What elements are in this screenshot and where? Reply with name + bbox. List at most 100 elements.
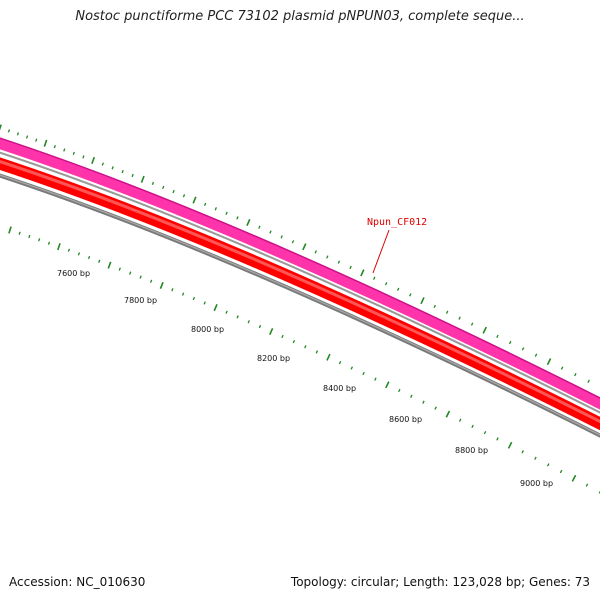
minor-tick — [559, 469, 563, 474]
minor-tick — [314, 250, 317, 254]
minor-tick — [87, 255, 91, 260]
minor-tick — [225, 310, 228, 314]
minor-tick — [121, 169, 124, 174]
minor-tick — [35, 138, 38, 142]
minor-tick — [16, 132, 20, 136]
minor-tick — [118, 267, 121, 271]
gene-feature-band[interactable] — [0, 137, 600, 410]
minor-tick — [349, 265, 352, 270]
minor-tick — [521, 347, 525, 351]
major-tick — [56, 243, 61, 251]
major-tick — [140, 175, 145, 183]
minor-tick — [129, 271, 132, 275]
minor-tick — [496, 334, 499, 338]
minor-tick — [445, 310, 449, 314]
minor-tick — [304, 345, 307, 349]
major-tick — [246, 218, 251, 227]
minor-tick — [225, 211, 228, 215]
minor-tick — [111, 166, 114, 170]
minor-tick — [7, 129, 11, 133]
minor-tick — [508, 340, 512, 345]
major-tick — [8, 226, 12, 234]
minor-tick — [292, 339, 296, 344]
bp-label: 8400 bp — [323, 384, 356, 393]
minor-tick — [560, 366, 564, 370]
minor-tick — [214, 207, 217, 211]
minor-tick — [521, 450, 524, 454]
gene-label-npun-cf012[interactable]: Npun_CF012 — [367, 217, 427, 228]
minor-tick — [98, 259, 101, 263]
minor-tick — [338, 360, 342, 365]
minor-tick — [67, 248, 71, 252]
minor-tick — [236, 315, 239, 319]
minor-tick — [182, 194, 186, 198]
cds-feature-band[interactable] — [0, 157, 600, 431]
minor-tick — [247, 320, 250, 324]
minor-tick — [410, 394, 413, 398]
minor-tick — [434, 406, 437, 410]
minor-tick — [315, 350, 319, 354]
major-tick — [326, 353, 331, 361]
major-tick — [445, 410, 451, 418]
minor-tick — [171, 288, 174, 292]
minor-tick — [396, 287, 400, 291]
minor-tick — [172, 189, 175, 194]
major-tick — [385, 381, 390, 389]
minor-tick — [574, 373, 577, 377]
bp-label: 8800 bp — [455, 446, 488, 455]
accession-text: Accession: NC_010630 — [9, 575, 146, 589]
minor-tick — [203, 202, 207, 207]
bp-scale-labels: 7600 bp 7800 bp 8000 bp 8200 bp 8400 bp … — [57, 269, 553, 488]
major-tick — [420, 297, 425, 305]
minor-tick — [534, 456, 537, 460]
minor-tick — [326, 255, 329, 259]
minor-tick — [131, 173, 134, 178]
minor-tick — [258, 324, 262, 329]
bp-label: 8600 bp — [389, 415, 422, 424]
minor-tick — [53, 144, 56, 149]
minor-tick — [291, 240, 295, 244]
minor-tick — [162, 185, 165, 190]
minor-tick — [483, 430, 487, 435]
minor-tick — [384, 282, 388, 286]
minor-tick — [374, 377, 377, 381]
gene-feature-edge — [0, 137, 600, 399]
minor-tick — [63, 148, 66, 152]
major-tick — [213, 304, 218, 312]
minor-tick — [149, 279, 153, 283]
bp-label: 8000 bp — [191, 325, 224, 334]
minor-tick — [101, 162, 104, 166]
major-tick — [302, 243, 307, 251]
minor-tick — [236, 216, 239, 220]
bp-label: 7800 bp — [124, 296, 157, 305]
minor-tick — [458, 316, 461, 320]
minor-tick — [422, 400, 425, 404]
minor-tick — [458, 418, 462, 422]
bp-label: 7600 bp — [57, 269, 90, 278]
minor-tick — [471, 424, 474, 429]
major-tick — [360, 269, 365, 277]
minor-tick — [373, 276, 376, 280]
minor-tick — [433, 304, 436, 309]
minor-tick — [534, 353, 538, 357]
minor-tick — [181, 292, 185, 296]
minor-tick — [77, 252, 81, 256]
bp-label: 8200 bp — [257, 354, 290, 363]
minor-tick — [38, 238, 41, 242]
minor-tick — [280, 235, 283, 239]
major-tick — [192, 196, 197, 204]
minor-tick — [47, 241, 51, 245]
minor-tick — [362, 371, 365, 376]
plasmid-backbone-highlight — [0, 174, 600, 436]
minor-tick — [337, 260, 341, 264]
minor-tick — [496, 437, 499, 441]
minor-tick — [409, 293, 412, 297]
minor-tick — [151, 181, 155, 185]
minor-tick — [25, 135, 29, 139]
major-tick — [159, 281, 164, 290]
bp-label: 9000 bp — [520, 479, 553, 488]
minor-tick — [18, 231, 21, 235]
plasmid-backbone — [0, 173, 600, 438]
minor-tick — [258, 225, 261, 229]
